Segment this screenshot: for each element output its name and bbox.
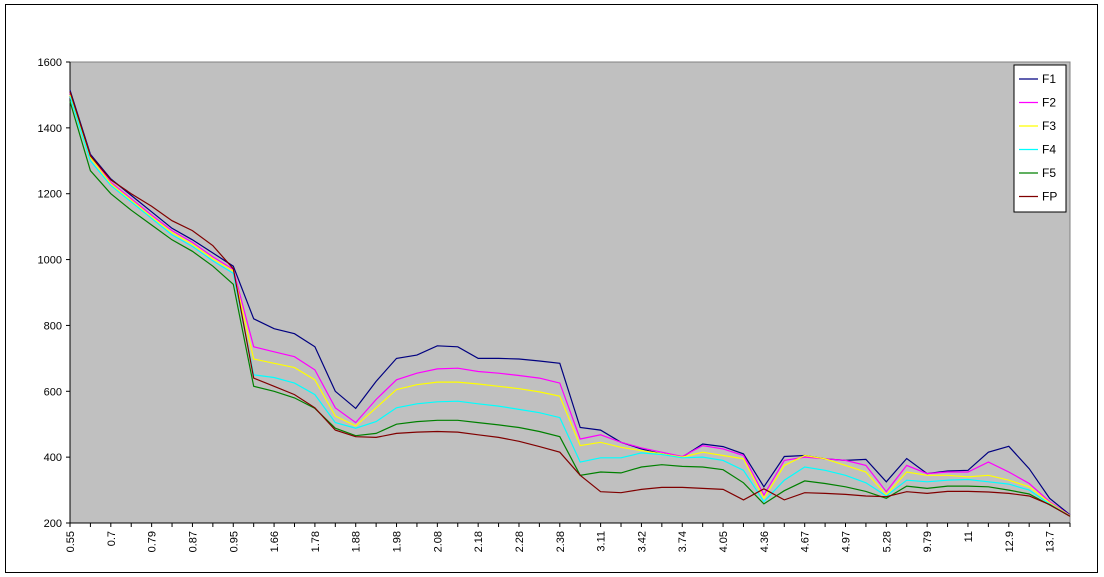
x-tick-label: 2.18 bbox=[473, 531, 485, 552]
series-line-f2 bbox=[69, 93, 1071, 516]
x-tick-label: 3.42 bbox=[636, 531, 648, 552]
y-tick-label: 400 bbox=[44, 452, 62, 464]
series-line-f4 bbox=[69, 96, 1071, 517]
x-tick-label: 13.7 bbox=[1045, 531, 1057, 552]
y-tick-label: 200 bbox=[44, 518, 62, 530]
x-tick-label: 4.05 bbox=[718, 531, 730, 552]
x-tick-label: 0.95 bbox=[228, 531, 240, 552]
y-tick-label: 1200 bbox=[38, 189, 62, 201]
x-tick-label: 2.28 bbox=[514, 531, 526, 552]
x-tick-label: 9.79 bbox=[922, 531, 934, 552]
x-tick-label: 3.74 bbox=[677, 531, 689, 552]
y-tick-label: 1000 bbox=[38, 255, 62, 267]
legend-label-f5: F5 bbox=[1042, 166, 1056, 180]
legend-label-f2: F2 bbox=[1042, 96, 1056, 110]
chart-frame: 200 400 600 800 1000 1200 1400 1600 0.55 0.7 0.79 0… bbox=[5, 4, 1098, 573]
legend-label-f4: F4 bbox=[1042, 143, 1056, 157]
series-line-fp bbox=[69, 91, 1071, 517]
legend-label-f3: F3 bbox=[1042, 119, 1056, 133]
legend-label-f1: F1 bbox=[1042, 72, 1056, 86]
x-tick-label: 0.79 bbox=[147, 531, 159, 552]
x-tick-label: 4.67 bbox=[800, 531, 812, 552]
y-tick-label: 600 bbox=[44, 386, 62, 398]
y-tick-label: 800 bbox=[44, 320, 62, 332]
x-tick-label: 0.55 bbox=[65, 531, 77, 552]
x-tick-label: 2.38 bbox=[555, 531, 567, 552]
x-tick-label: 1.66 bbox=[269, 531, 281, 552]
x-tick-label: 11 bbox=[963, 531, 975, 542]
x-tick-label: 1.78 bbox=[310, 531, 322, 552]
legend bbox=[1013, 64, 1067, 213]
x-tick-label: 12.9 bbox=[1004, 531, 1016, 552]
line-chart: 200 400 600 800 1000 1200 1400 1600 0.55 0.7 0.79 0… bbox=[38, 57, 1071, 552]
x-tick-label: 2.08 bbox=[432, 531, 444, 552]
plot-area bbox=[69, 61, 1071, 524]
x-tick-label: 5.28 bbox=[881, 531, 893, 552]
x-tick-label: 0.7 bbox=[106, 531, 118, 546]
x-tick-label: 4.36 bbox=[759, 531, 771, 552]
x-tick-label: 1.88 bbox=[351, 531, 363, 552]
series-line-f1 bbox=[69, 89, 1071, 516]
y-tick-label: 1600 bbox=[38, 57, 62, 69]
x-tick-label: 1.98 bbox=[392, 531, 404, 552]
y-tick-label: 1400 bbox=[38, 123, 62, 135]
x-tick-label: 0.87 bbox=[187, 531, 199, 552]
legend-label-fp: FP bbox=[1042, 190, 1057, 204]
series-line-f5 bbox=[69, 101, 1071, 517]
x-tick-label: 3.11 bbox=[596, 531, 608, 552]
x-tick-label: 4.97 bbox=[841, 531, 853, 552]
